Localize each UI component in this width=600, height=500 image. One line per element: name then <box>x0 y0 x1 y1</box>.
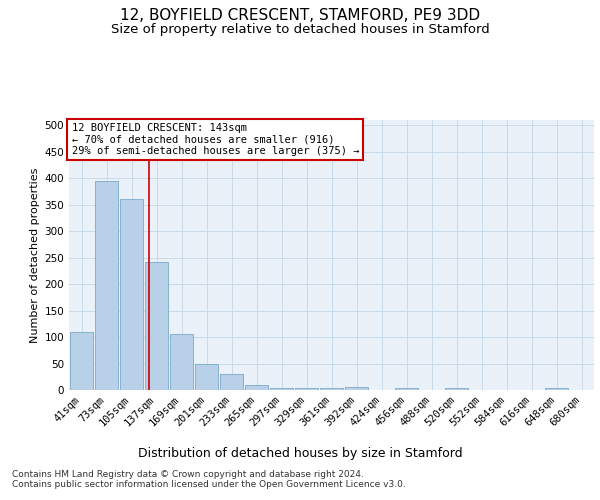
Bar <box>70 332 93 390</box>
Text: Distribution of detached houses by size in Stamford: Distribution of detached houses by size … <box>137 448 463 460</box>
Bar <box>95 181 118 390</box>
Bar <box>245 384 268 390</box>
Text: Contains HM Land Registry data © Crown copyright and database right 2024.
Contai: Contains HM Land Registry data © Crown c… <box>12 470 406 490</box>
Text: Size of property relative to detached houses in Stamford: Size of property relative to detached ho… <box>110 22 490 36</box>
Y-axis label: Number of detached properties: Number of detached properties <box>30 168 40 342</box>
Bar <box>195 364 218 390</box>
Bar <box>145 262 168 390</box>
Text: 12 BOYFIELD CRESCENT: 143sqm
← 70% of detached houses are smaller (916)
29% of s: 12 BOYFIELD CRESCENT: 143sqm ← 70% of de… <box>71 122 359 156</box>
Bar <box>345 388 368 390</box>
Bar <box>220 374 243 390</box>
Bar <box>120 200 143 390</box>
Bar <box>395 388 418 390</box>
Bar <box>545 388 568 390</box>
Bar <box>270 388 293 390</box>
Bar <box>170 334 193 390</box>
Bar <box>295 388 318 390</box>
Bar <box>320 388 343 390</box>
Bar <box>445 388 468 390</box>
Text: 12, BOYFIELD CRESCENT, STAMFORD, PE9 3DD: 12, BOYFIELD CRESCENT, STAMFORD, PE9 3DD <box>120 8 480 22</box>
